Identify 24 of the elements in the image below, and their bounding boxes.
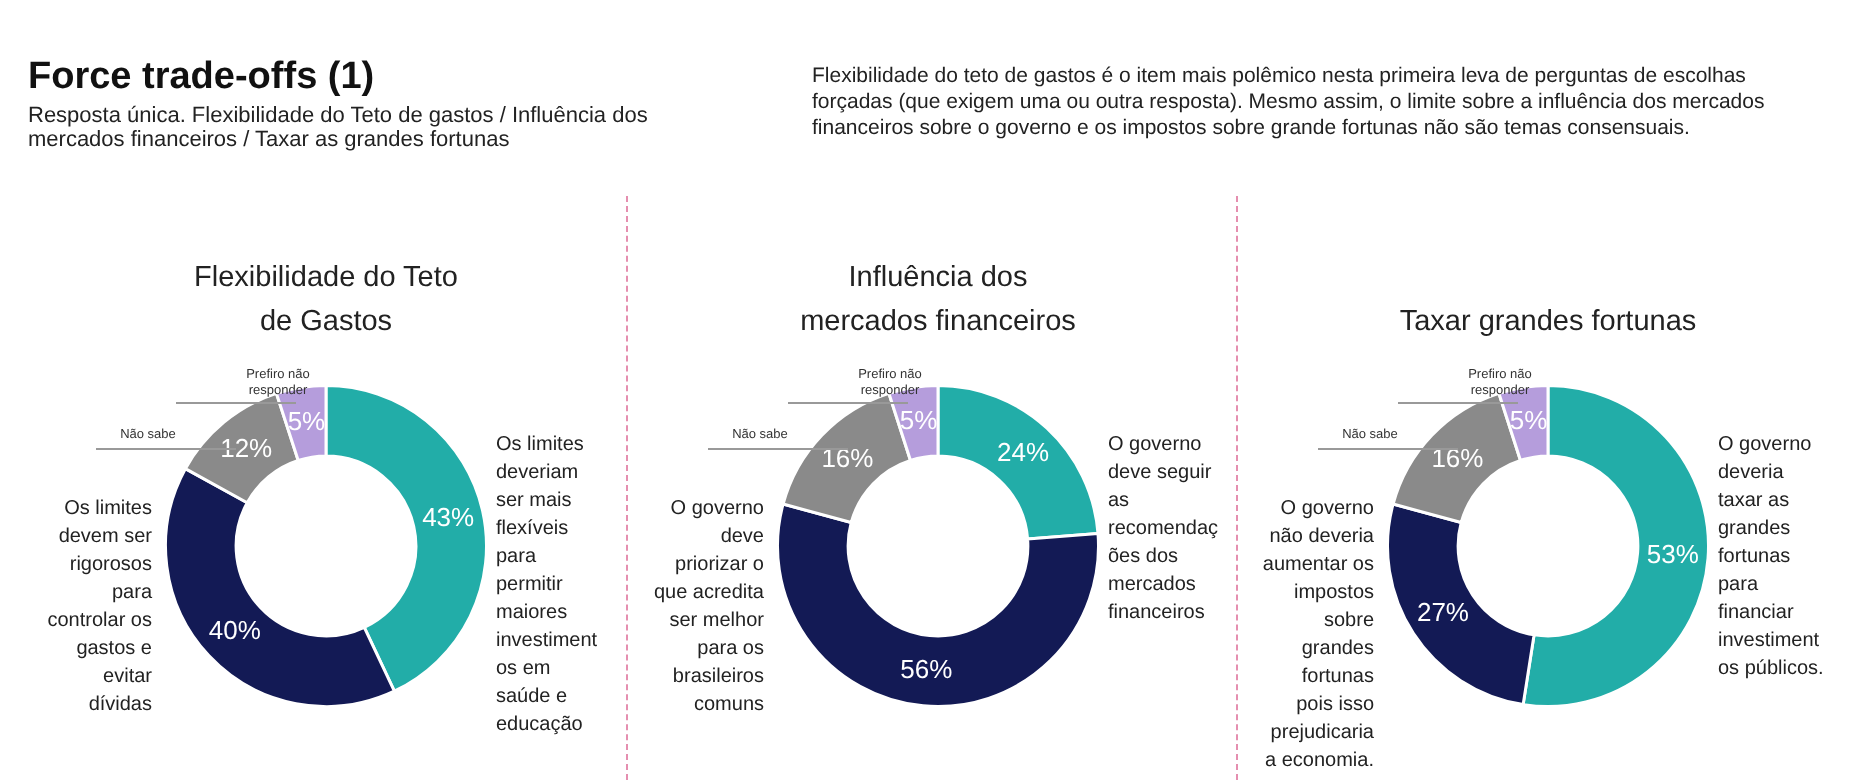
data-label: 12% (220, 432, 274, 463)
chart-title: Influência dos mercados financeiros (798, 260, 1078, 342)
data-label: 16% (1431, 442, 1485, 473)
slice-label: O governo deve seguir as recomendações dos mercados financeiros (1108, 432, 1220, 628)
chart-title: Flexibilidade do Teto de Gastos (192, 260, 460, 342)
chart-title: Taxar grandes fortunas (1399, 304, 1697, 342)
data-label: 16% (821, 442, 875, 473)
category-label: O governo deveria taxar as grandes fortunas para financiar investimentos públicos. (1718, 434, 1824, 680)
data-label: 5% (899, 405, 939, 436)
data-label: 40% (208, 614, 262, 645)
slice-label: Os limites devem ser rigorosos para controlar os gastos e evitar dívidas (45, 496, 152, 720)
data-label: 5% (287, 405, 327, 436)
category-label: O governo não deveria aumentar os impostos sobre grandes fortunas pois isso prejudicaria a economia. (1262, 498, 1374, 772)
data-label: 56% (900, 653, 954, 684)
data-label: 43% (422, 501, 476, 532)
data-label: 24% (996, 437, 1050, 468)
text: Force trade-offs (1) (28, 56, 375, 100)
slice-label: O governo deve priorizar o que acredita ser melhor para os brasileiros comuns (652, 496, 764, 720)
data-label: 27% (1416, 597, 1470, 628)
data-label: 53% (1646, 538, 1700, 569)
text: Flexibilidade do teto de gastos é o item mais polêmico nesta primeira leva de perguntas de escolhas forçadas (que exigem uma ou outra resposta). Mesmo assim, o limite sobre a influência dos mercados financeiros sobre o governo e os impostos sobre grande fortunas não são temas consensuais. (812, 64, 1767, 142)
text: Resposta única. Flexibilidade do Teto de gastos / Influência dos mercados financeiros / Taxar as grandes fortunas (28, 104, 648, 152)
category-label: Os limites deveriam ser mais flexíveis para permitir maiores investimentos em saúde e educação (496, 434, 598, 736)
data-label: 5% (1509, 405, 1549, 436)
